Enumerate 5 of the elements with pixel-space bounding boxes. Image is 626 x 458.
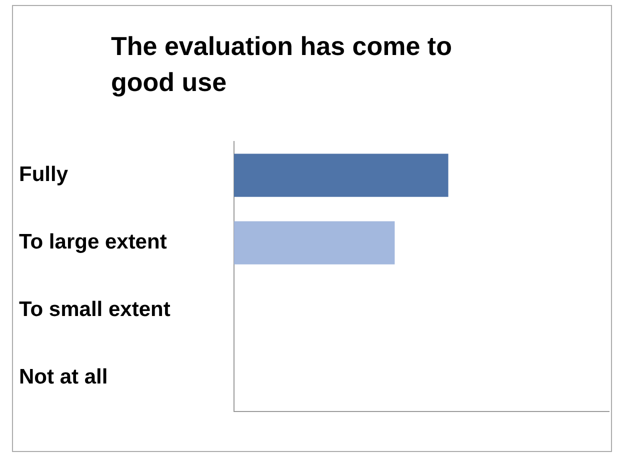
- y-tick-label: Fully: [19, 163, 68, 186]
- chart-title: The evaluation has come to good use: [111, 30, 453, 99]
- y-tick-label: Not at all: [19, 365, 108, 388]
- y-tick-label: To small extent: [19, 298, 170, 322]
- y-tick-label: To large extent: [19, 230, 167, 254]
